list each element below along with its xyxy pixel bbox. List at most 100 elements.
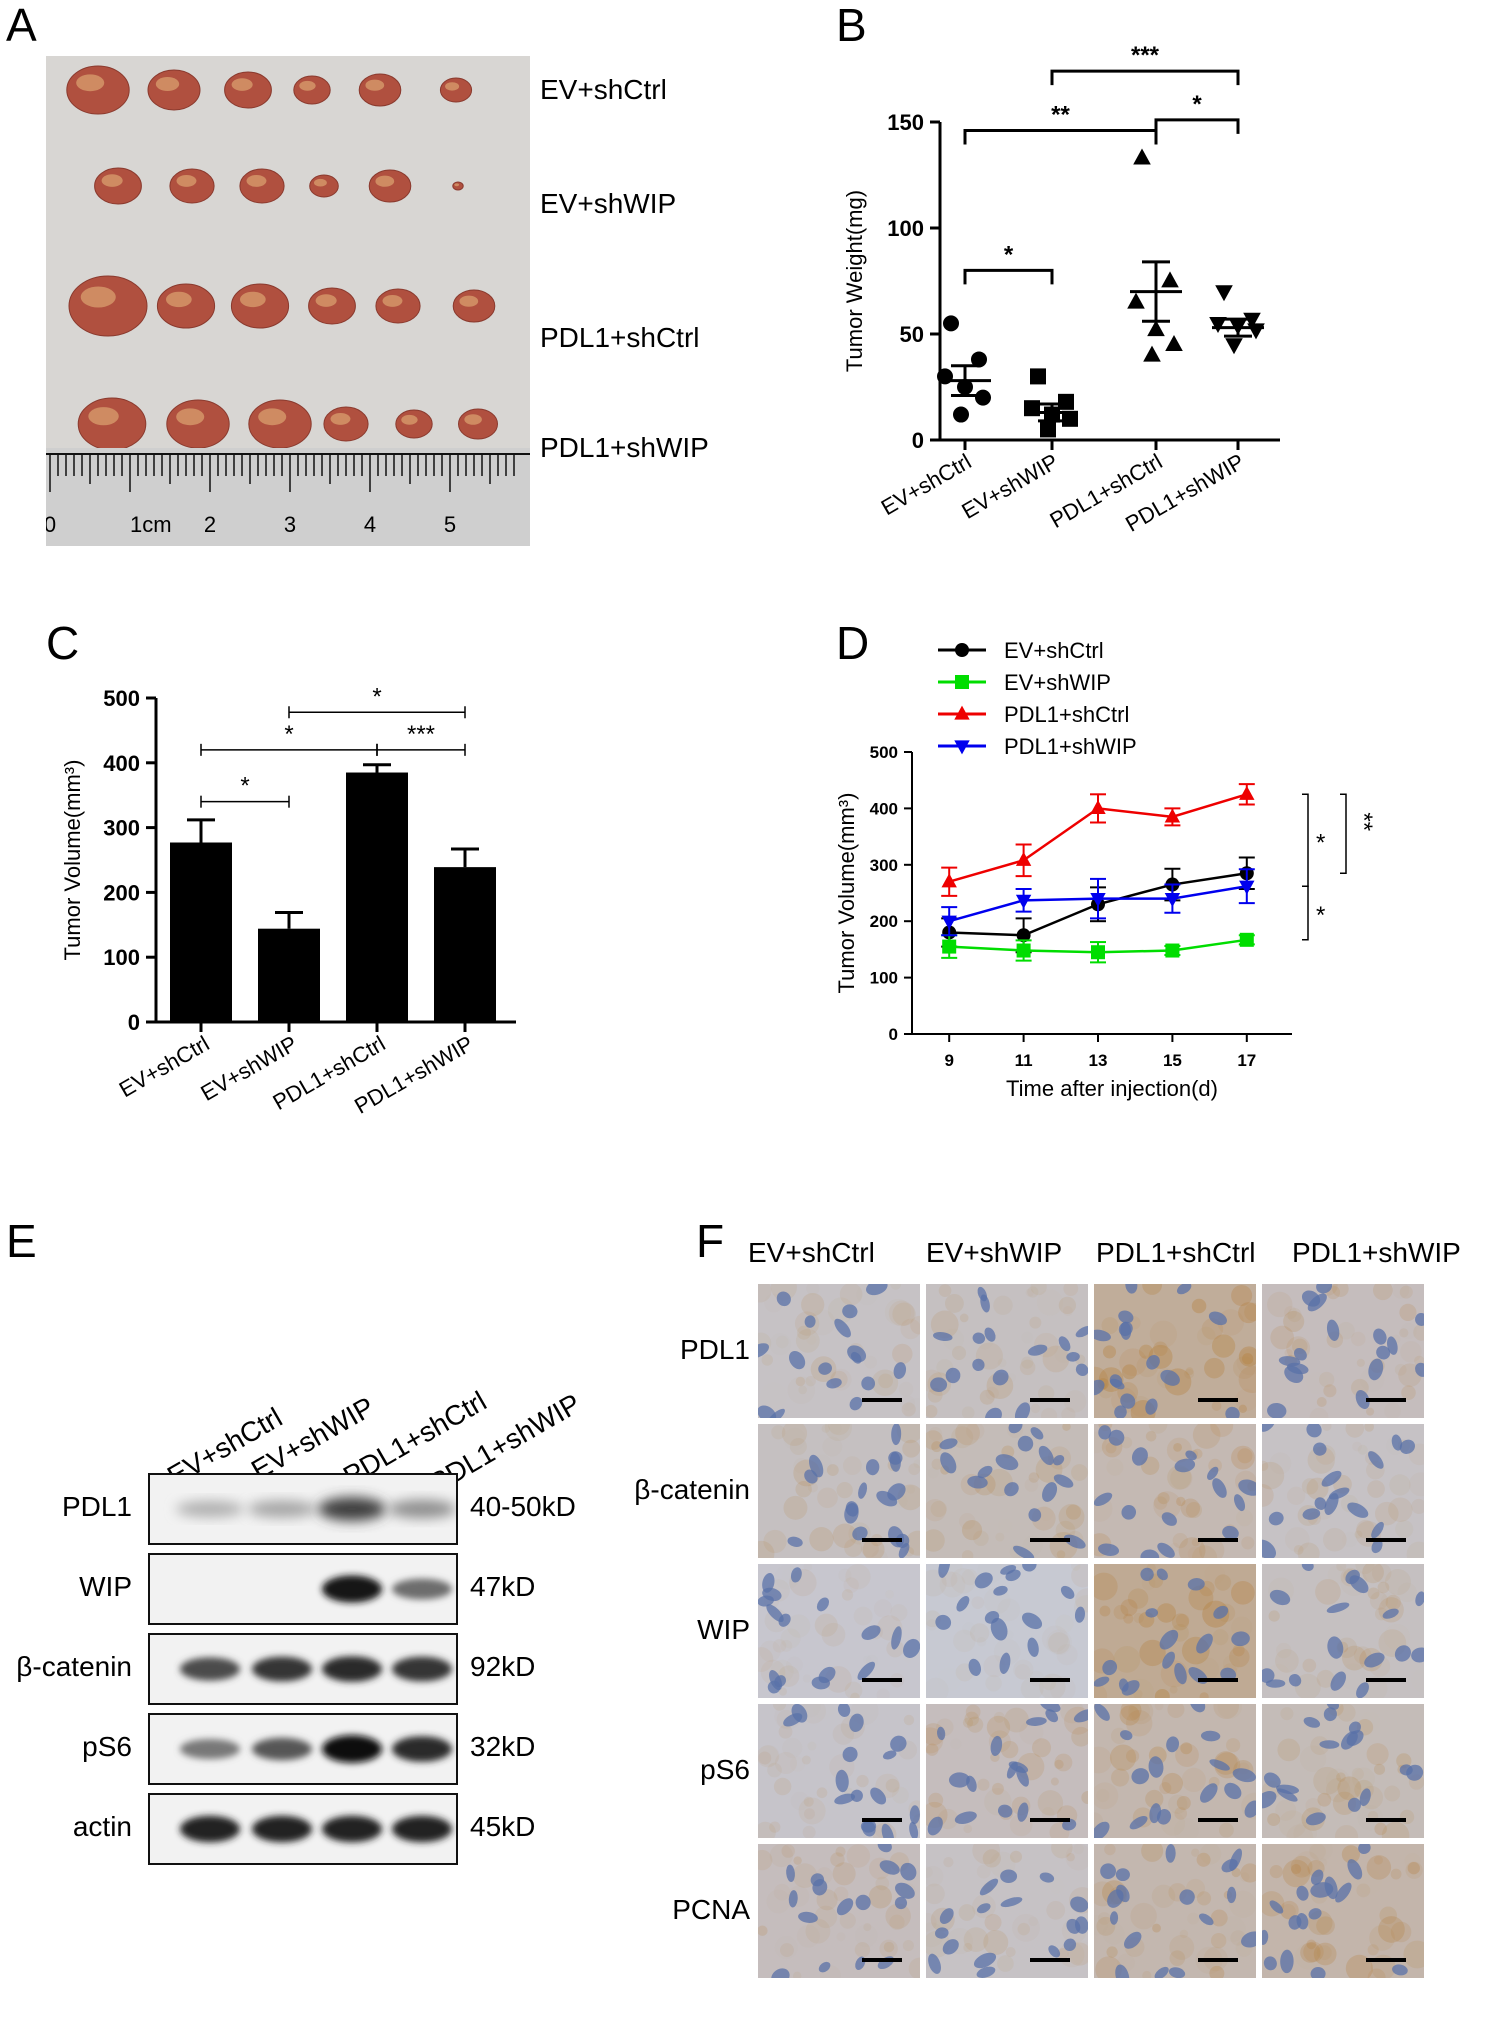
ihc-dab-spot (1283, 1310, 1305, 1333)
ihc-dab-spot (1403, 1940, 1424, 1969)
ihc-nucleus (1269, 1589, 1291, 1606)
ihc-nucleus (881, 1823, 895, 1838)
ihc-scale-bar (1030, 1678, 1070, 1682)
ihc-background (926, 1284, 1088, 1418)
ihc-dab-spot (1123, 1613, 1134, 1624)
ihc-dab-spot (1176, 1796, 1191, 1811)
ihc-dab-spot (769, 1333, 791, 1355)
ihc-dab-spot (1239, 1872, 1250, 1882)
ihc-dab-wash (758, 1564, 920, 1698)
ihc-dab-spot (1180, 1742, 1193, 1755)
ihc-dab-spot (1097, 1912, 1111, 1925)
ihc-nucleus (762, 1572, 775, 1593)
ihc-dab-spot (907, 1485, 915, 1493)
tumor-highlight (401, 414, 418, 425)
ihc-dab-spot (1161, 1772, 1183, 1795)
ihc-dab-spot (782, 1738, 802, 1758)
ihc-nucleus (1373, 1328, 1387, 1345)
ihc-dab-spot (926, 1499, 947, 1522)
ihc-image (1094, 1284, 1256, 1418)
ihc-dab-spot (864, 1356, 877, 1369)
ihc-dab-spot (1269, 1865, 1283, 1879)
d-data-point (941, 915, 957, 930)
ihc-dab-spot (1166, 1437, 1192, 1463)
ihc-nucleus (992, 1369, 1009, 1386)
b-sig-label: * (1004, 241, 1014, 268)
tumor (452, 289, 496, 323)
ihc-dab-spot (951, 1345, 967, 1361)
ihc-dab-spot (1231, 1867, 1241, 1878)
ihc-dab-spot (1056, 1550, 1066, 1558)
ihc-dab-spot (1120, 1599, 1138, 1617)
ihc-nucleus (1074, 1606, 1086, 1623)
ruler-label: 2 (204, 512, 216, 537)
ihc-dab-spot (1028, 1916, 1038, 1926)
ihc-dab-spot (928, 1467, 939, 1478)
ihc-dab-spot (1094, 1782, 1119, 1810)
ihc-nucleus (1185, 1450, 1197, 1461)
ihc-nucleus (866, 1284, 888, 1296)
panel-letter-e: E (6, 1215, 37, 1267)
ihc-nucleus (1109, 1378, 1125, 1390)
ihc-nucleus (810, 1873, 825, 1887)
ihc-nucleus (993, 1585, 1008, 1596)
ihc-nucleus (1371, 1539, 1383, 1554)
ihc-dab-spot (1369, 1925, 1395, 1951)
ihc-dab-spot (758, 1540, 775, 1558)
ihc-dab-spot (790, 1792, 809, 1811)
d-data-point (1091, 945, 1105, 960)
c-sig-label: * (284, 721, 293, 748)
d-x-tick-label: 15 (1163, 1051, 1182, 1070)
ihc-dab-spot (758, 1849, 773, 1871)
b-series-3 (1127, 148, 1183, 362)
ihc-nucleus (939, 1908, 954, 1925)
d-sig-bracket (1302, 885, 1309, 941)
ihc-nucleus (939, 1438, 958, 1450)
ihc-dab-spot (1367, 1480, 1385, 1498)
ihc-image (758, 1424, 920, 1558)
c-y-axis-label: Tumor Volume(mm³) (60, 760, 85, 961)
ihc-dab-spot (798, 1797, 826, 1825)
ihc-dab-spot (885, 1903, 911, 1929)
blot-label-3: β-catenin (16, 1651, 132, 1682)
ihc-dab-spot (1214, 1574, 1232, 1591)
panel-letter-f: F (696, 1215, 725, 1267)
d-legend-marker (954, 705, 970, 720)
ihc-nucleus (1225, 1406, 1240, 1418)
c-bar-3 (346, 772, 408, 1022)
ihc-nucleus (849, 1396, 863, 1411)
ihc-dab-spot (1127, 1588, 1149, 1609)
ihc-dab-spot (1411, 1498, 1424, 1515)
ihc-nucleus (979, 1878, 999, 1896)
ihc-dab-spot (772, 1639, 787, 1653)
blot-band (392, 1578, 452, 1600)
blot-band (252, 1656, 312, 1682)
tumor (156, 283, 216, 329)
tumor-highlight (454, 183, 460, 187)
ihc-dab-spot (1360, 1711, 1381, 1732)
ihc-nucleus (977, 1465, 993, 1479)
ihc-nucleus (1319, 1740, 1340, 1749)
ihc-dab-spot (803, 1796, 814, 1807)
ihc-dab-spot (1210, 1424, 1234, 1438)
ihc-dab-spot (1212, 1629, 1229, 1646)
b-data-point (971, 351, 987, 368)
ihc-nucleus (818, 1961, 831, 1973)
ihc-nucleus (1008, 1424, 1023, 1434)
ihc-dab-spot (1313, 1766, 1342, 1795)
ihc-nucleus (1340, 1731, 1358, 1750)
ihc-dab-spot (1280, 1904, 1296, 1919)
ihc-dab-spot (1241, 1536, 1255, 1550)
ihc-nucleus (1314, 1497, 1327, 1510)
ihc-dab-spot (774, 1751, 797, 1775)
b-data-point (975, 389, 991, 406)
ihc-dab-spot (805, 1375, 816, 1387)
ihc-dab-spot (773, 1777, 792, 1796)
ihc-dab-spot (832, 1723, 855, 1745)
ihc-nucleus (842, 1746, 858, 1763)
tumor-highlight (176, 174, 197, 187)
blot-kd-1: 40-50kD (470, 1491, 576, 1522)
ihc-dab-spot (977, 1637, 987, 1647)
ihc-dab-spot (931, 1441, 943, 1453)
ihc-nucleus (1075, 1363, 1088, 1377)
